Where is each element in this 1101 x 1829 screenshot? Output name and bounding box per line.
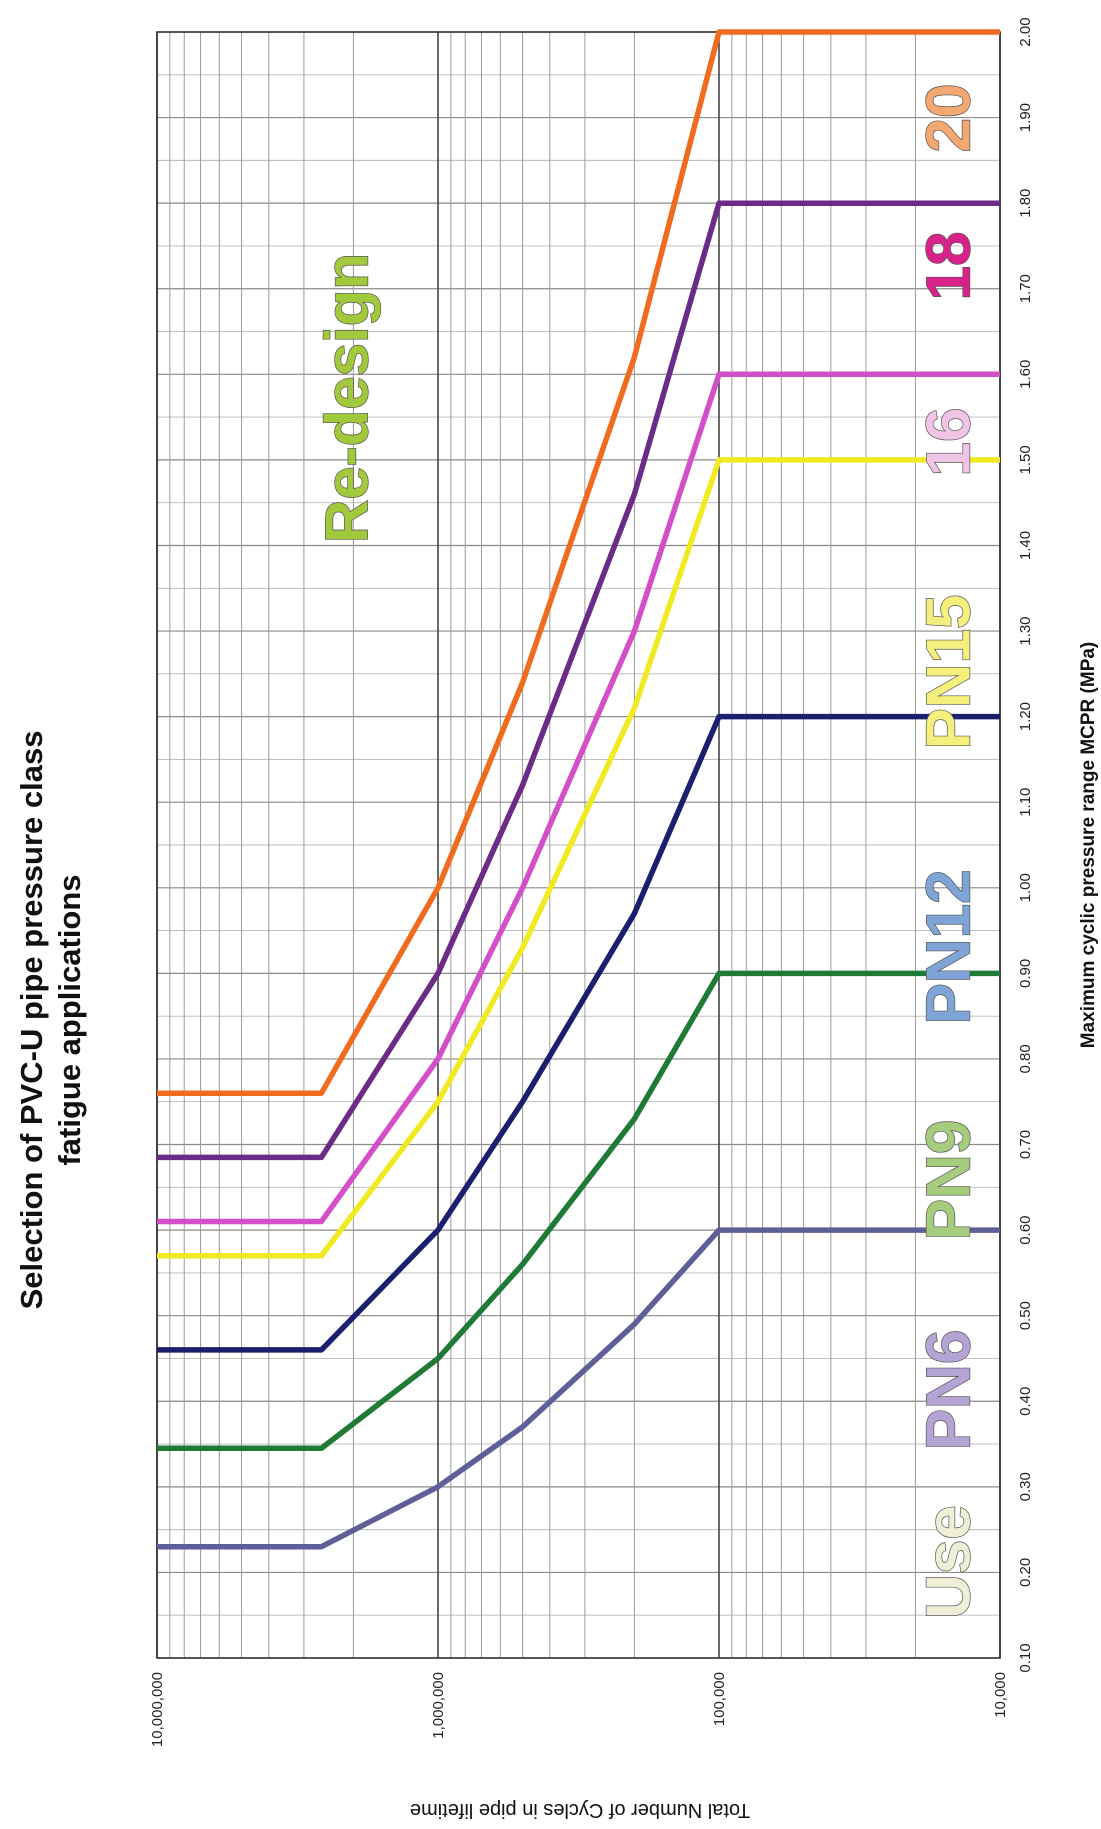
x-tick-label: 1.30 xyxy=(1017,616,1034,645)
y-tick-label: 10,000 xyxy=(992,1672,1009,1718)
region-label-re-design: Re-design xyxy=(314,253,381,543)
y-tick-label: 10,000,000 xyxy=(149,1672,166,1747)
x-tick-label: 0.80 xyxy=(1017,1044,1034,1073)
x-tick-label: 0.30 xyxy=(1017,1472,1034,1501)
region-label-pn12: PN12 xyxy=(914,869,983,1024)
x-tick-label: 0.70 xyxy=(1017,1130,1034,1159)
region-label-20: 20 xyxy=(914,84,983,153)
x-tick-label: 0.20 xyxy=(1017,1558,1034,1587)
x-axis-ticks: 0.10 0.20 0.30 0.40 0.50 0.60 0.70 0.80 0.90 1.00… xyxy=(1017,17,1034,1672)
region-label-16: 16 xyxy=(914,408,983,477)
x-tick-label: 2.00 xyxy=(1017,17,1034,46)
x-tick-label: 1.90 xyxy=(1017,103,1034,132)
x-tick-label: 1.00 xyxy=(1017,873,1034,902)
y-axis-ticks: 10,000,000 1,000,000 100,000 10,000 xyxy=(149,1672,1009,1747)
x-tick-label: 1.50 xyxy=(1017,445,1034,474)
y-axis-label: Total Number of Cycles in pipe lifetime xyxy=(410,1799,750,1821)
y-tick-label: 100,000 xyxy=(711,1672,728,1726)
x-tick-label: 1.40 xyxy=(1017,531,1034,560)
x-tick-label: 0.60 xyxy=(1017,1215,1034,1244)
chart-title: Selection of PVC-U pipe pressure class f… xyxy=(14,731,87,1310)
x-tick-label: 1.20 xyxy=(1017,702,1034,731)
region-label-pn15: PN15 xyxy=(914,594,983,749)
x-tick-label: 1.70 xyxy=(1017,274,1034,303)
x-tick-label: 1.10 xyxy=(1017,788,1034,817)
x-tick-label: 0.50 xyxy=(1017,1301,1034,1330)
x-tick-label: 1.60 xyxy=(1017,360,1034,389)
x-tick-label: 0.40 xyxy=(1017,1387,1034,1416)
region-label-pn9: PN9 xyxy=(914,1120,983,1241)
region-label-pn6: PN6 xyxy=(914,1330,983,1451)
x-tick-label: 0.90 xyxy=(1017,959,1034,988)
y-tick-label: 1,000,000 xyxy=(430,1672,447,1739)
x-tick-label: 0.10 xyxy=(1017,1643,1034,1672)
x-axis-label: Maximum cyclic pressure range MCPR (MPa) xyxy=(1078,642,1099,1049)
region-label-use: Use xyxy=(914,1505,983,1619)
chart-title-line-1: Selection of PVC-U pipe pressure class xyxy=(14,731,49,1310)
region-label-18: 18 xyxy=(914,232,983,301)
chart-title-line-2: fatigue applications xyxy=(52,874,87,1165)
x-tick-label: 1.80 xyxy=(1017,189,1034,218)
